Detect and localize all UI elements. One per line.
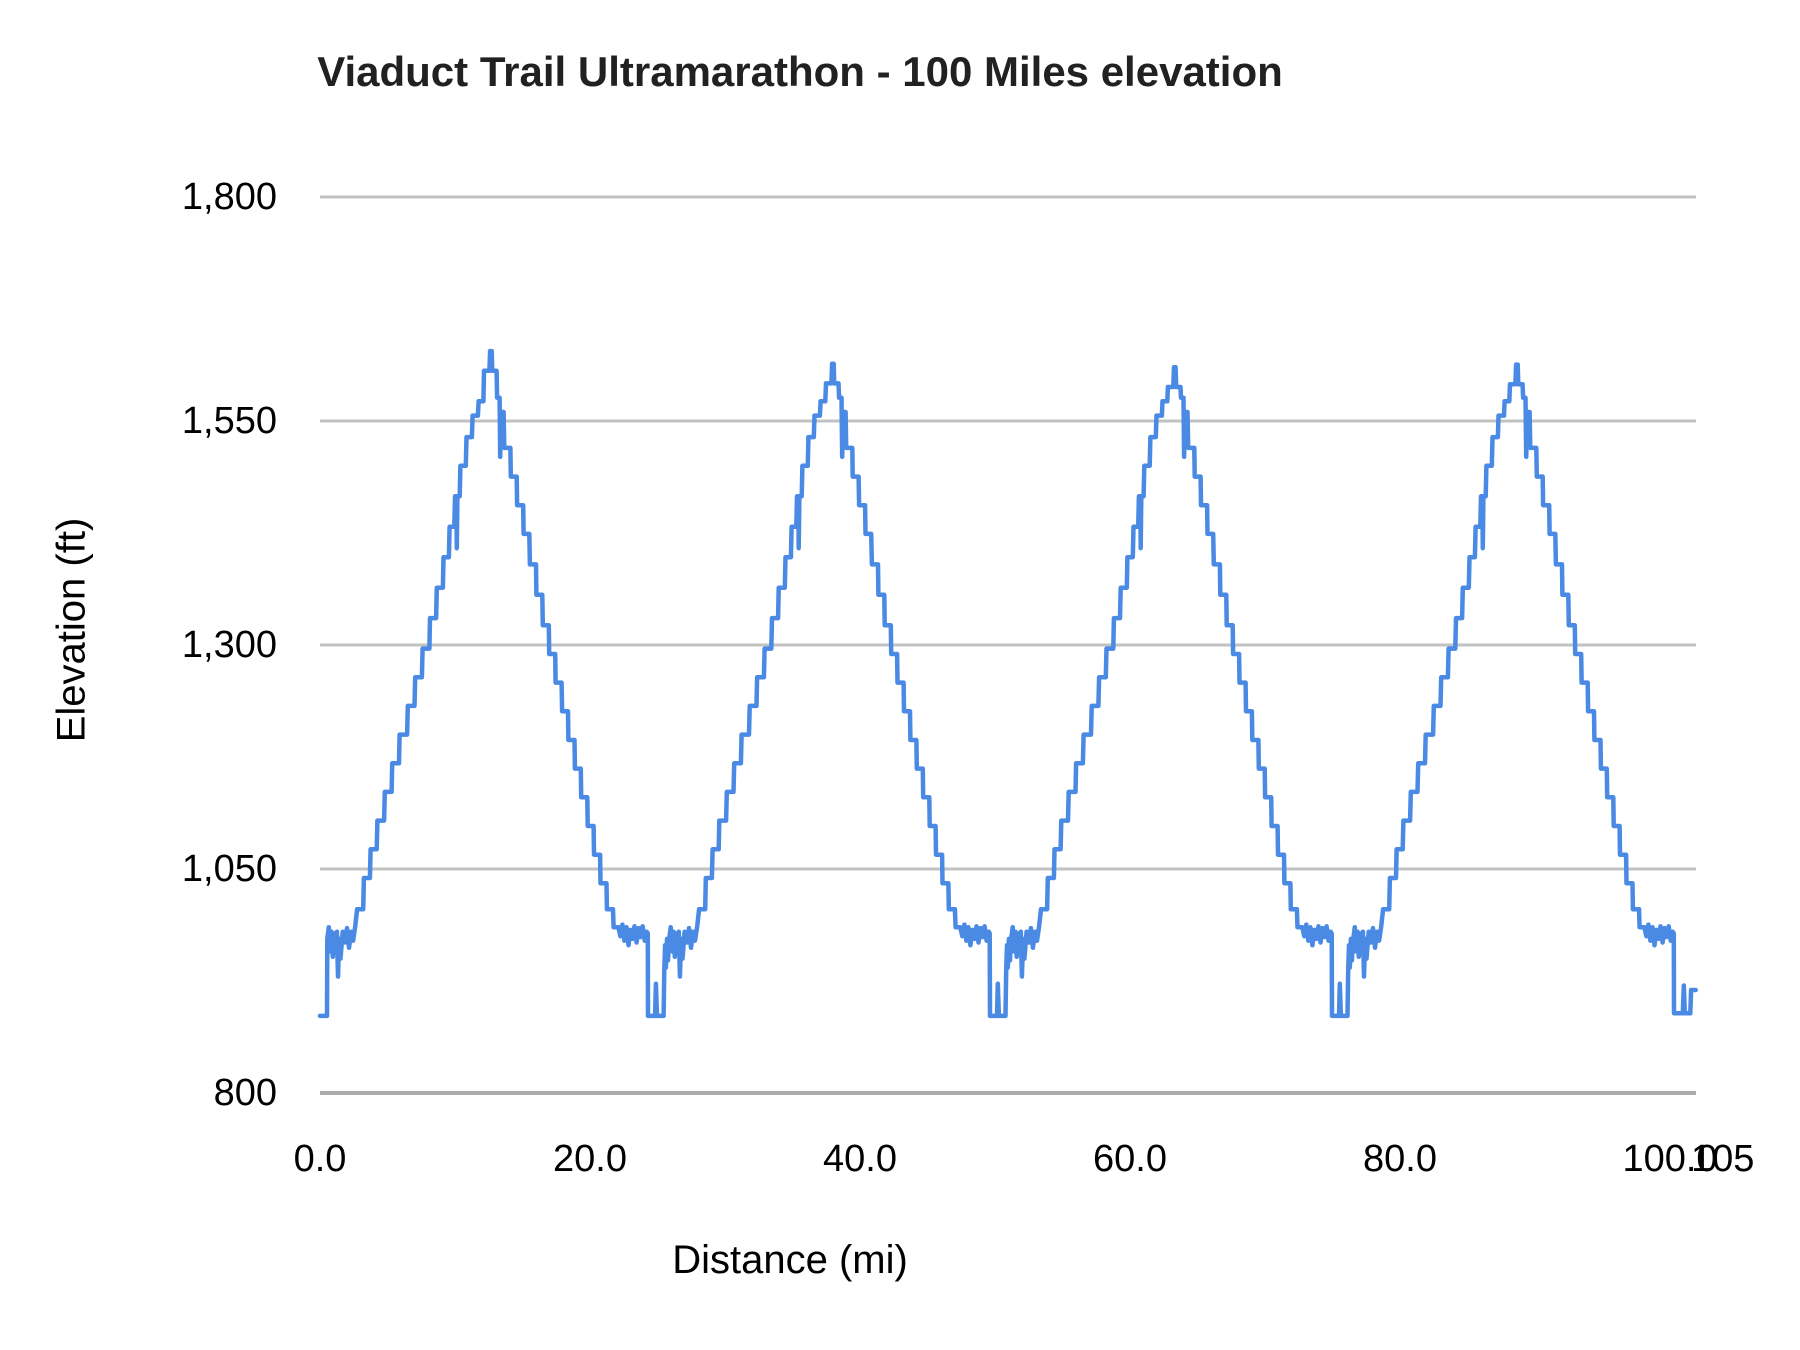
- x-axis-end-label-105: 105: [1690, 1138, 1755, 1180]
- y-tick-label-1050: 1,050: [181, 848, 277, 890]
- y-tick-label-800: 800: [213, 1072, 277, 1114]
- x-tick-label-60: 60.0: [1093, 1138, 1167, 1180]
- y-tick-label-1800: 1,800: [181, 176, 277, 218]
- x-tick-label-100: 100.0: [1622, 1138, 1718, 1180]
- y-tick-label-1550: 1,550: [181, 400, 277, 442]
- x-tick-label-80: 80.0: [1363, 1138, 1437, 1180]
- elevation-line-series: [317, 348, 1698, 1019]
- x-axis-title: Distance (mi): [672, 1238, 908, 1282]
- y-tick-label-1300: 1,300: [181, 624, 277, 666]
- chart-title: Viaduct Trail Ultramarathon - 100 Miles …: [317, 48, 1283, 95]
- x-tick-label-0: 0.0: [293, 1138, 347, 1180]
- x-tick-label-40: 40.0: [823, 1138, 897, 1180]
- x-tick-label-20: 20.0: [553, 1138, 627, 1180]
